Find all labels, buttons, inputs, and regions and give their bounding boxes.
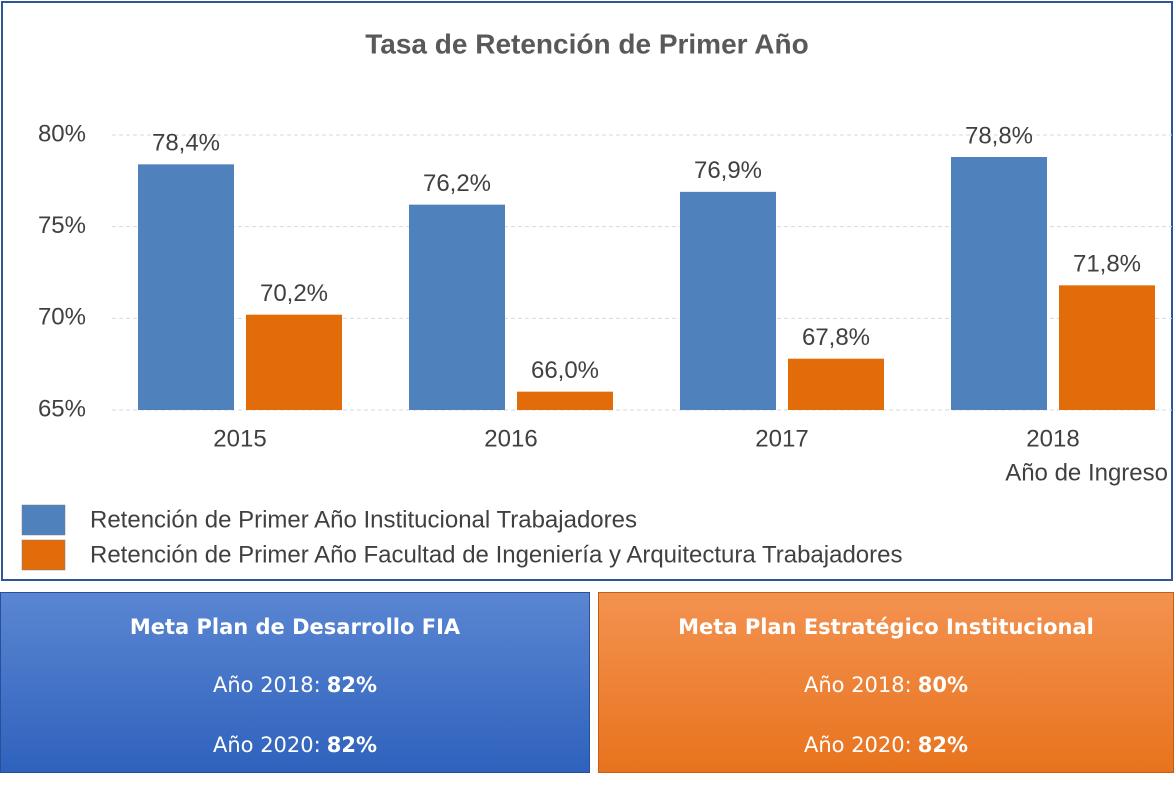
x-tick-label: 2018 — [1026, 425, 1079, 452]
goal-line: Año 2018: 82% — [1, 673, 589, 733]
goal-label: Año 2020: — [804, 733, 912, 757]
goal-title: Meta Plan de Desarrollo FIA — [129, 615, 461, 639]
chart-title: Tasa de Retención de Primer Año — [365, 28, 808, 59]
goal-title: Meta Plan Estratégico Institucional — [678, 615, 1094, 639]
goal-value: 82% — [326, 673, 377, 697]
y-tick-label: 80% — [38, 120, 86, 147]
bar — [409, 204, 505, 410]
value-label: 76,2% — [423, 170, 491, 197]
goal-line: Año 2020: 82% — [1, 733, 589, 793]
y-tick-label: 65% — [38, 395, 86, 422]
legend-label: Retención de Primer Año Institucional Tr… — [90, 506, 637, 533]
y-tick-label: 70% — [38, 304, 86, 331]
goal-value: 80% — [917, 673, 968, 697]
bar — [1059, 285, 1155, 410]
value-label: 66,0% — [531, 357, 599, 384]
goal-label: Año 2018: — [213, 673, 321, 697]
goal-line: Año 2018: 80% — [599, 673, 1173, 733]
bar — [517, 391, 613, 410]
chart-border — [1, 1, 1173, 581]
goal-box: Meta Plan Estratégico Institucional Año … — [598, 592, 1174, 773]
x-tick-label: 2017 — [755, 425, 808, 452]
legend-swatch — [21, 504, 66, 536]
goal-box: Meta Plan de Desarrollo FIA Año 2018: 82%… — [0, 592, 590, 773]
goal-label: Año 2018: — [804, 673, 912, 697]
bar — [138, 164, 234, 410]
value-label: 76,9% — [694, 157, 762, 184]
chart: Tasa de Retención de Primer Año Año de I… — [1, 1, 1173, 581]
value-label: 71,8% — [1073, 251, 1141, 278]
page: Tasa de Retención de Primer Año Año de I… — [0, 0, 1174, 773]
x-axis-label: Año de Ingreso — [1005, 459, 1168, 486]
bar — [246, 314, 342, 410]
goal-value: 82% — [326, 733, 377, 757]
legend-label: Retención de Primer Año Facultad de Inge… — [90, 541, 902, 568]
value-label: 78,8% — [965, 122, 1033, 149]
x-tick-label: 2015 — [213, 425, 266, 452]
goal-label: Año 2020: — [213, 733, 321, 757]
legend-swatch — [21, 539, 66, 571]
bar — [788, 358, 884, 410]
bar — [951, 157, 1047, 410]
goal-line: Año 2020: 82% — [599, 733, 1173, 793]
y-tick-label: 75% — [38, 212, 86, 239]
value-label: 67,8% — [802, 324, 870, 351]
goal-value: 82% — [917, 733, 968, 757]
x-tick-label: 2016 — [484, 425, 537, 452]
value-label: 70,2% — [260, 280, 328, 307]
value-label: 78,4% — [152, 130, 220, 157]
bar — [680, 191, 776, 410]
